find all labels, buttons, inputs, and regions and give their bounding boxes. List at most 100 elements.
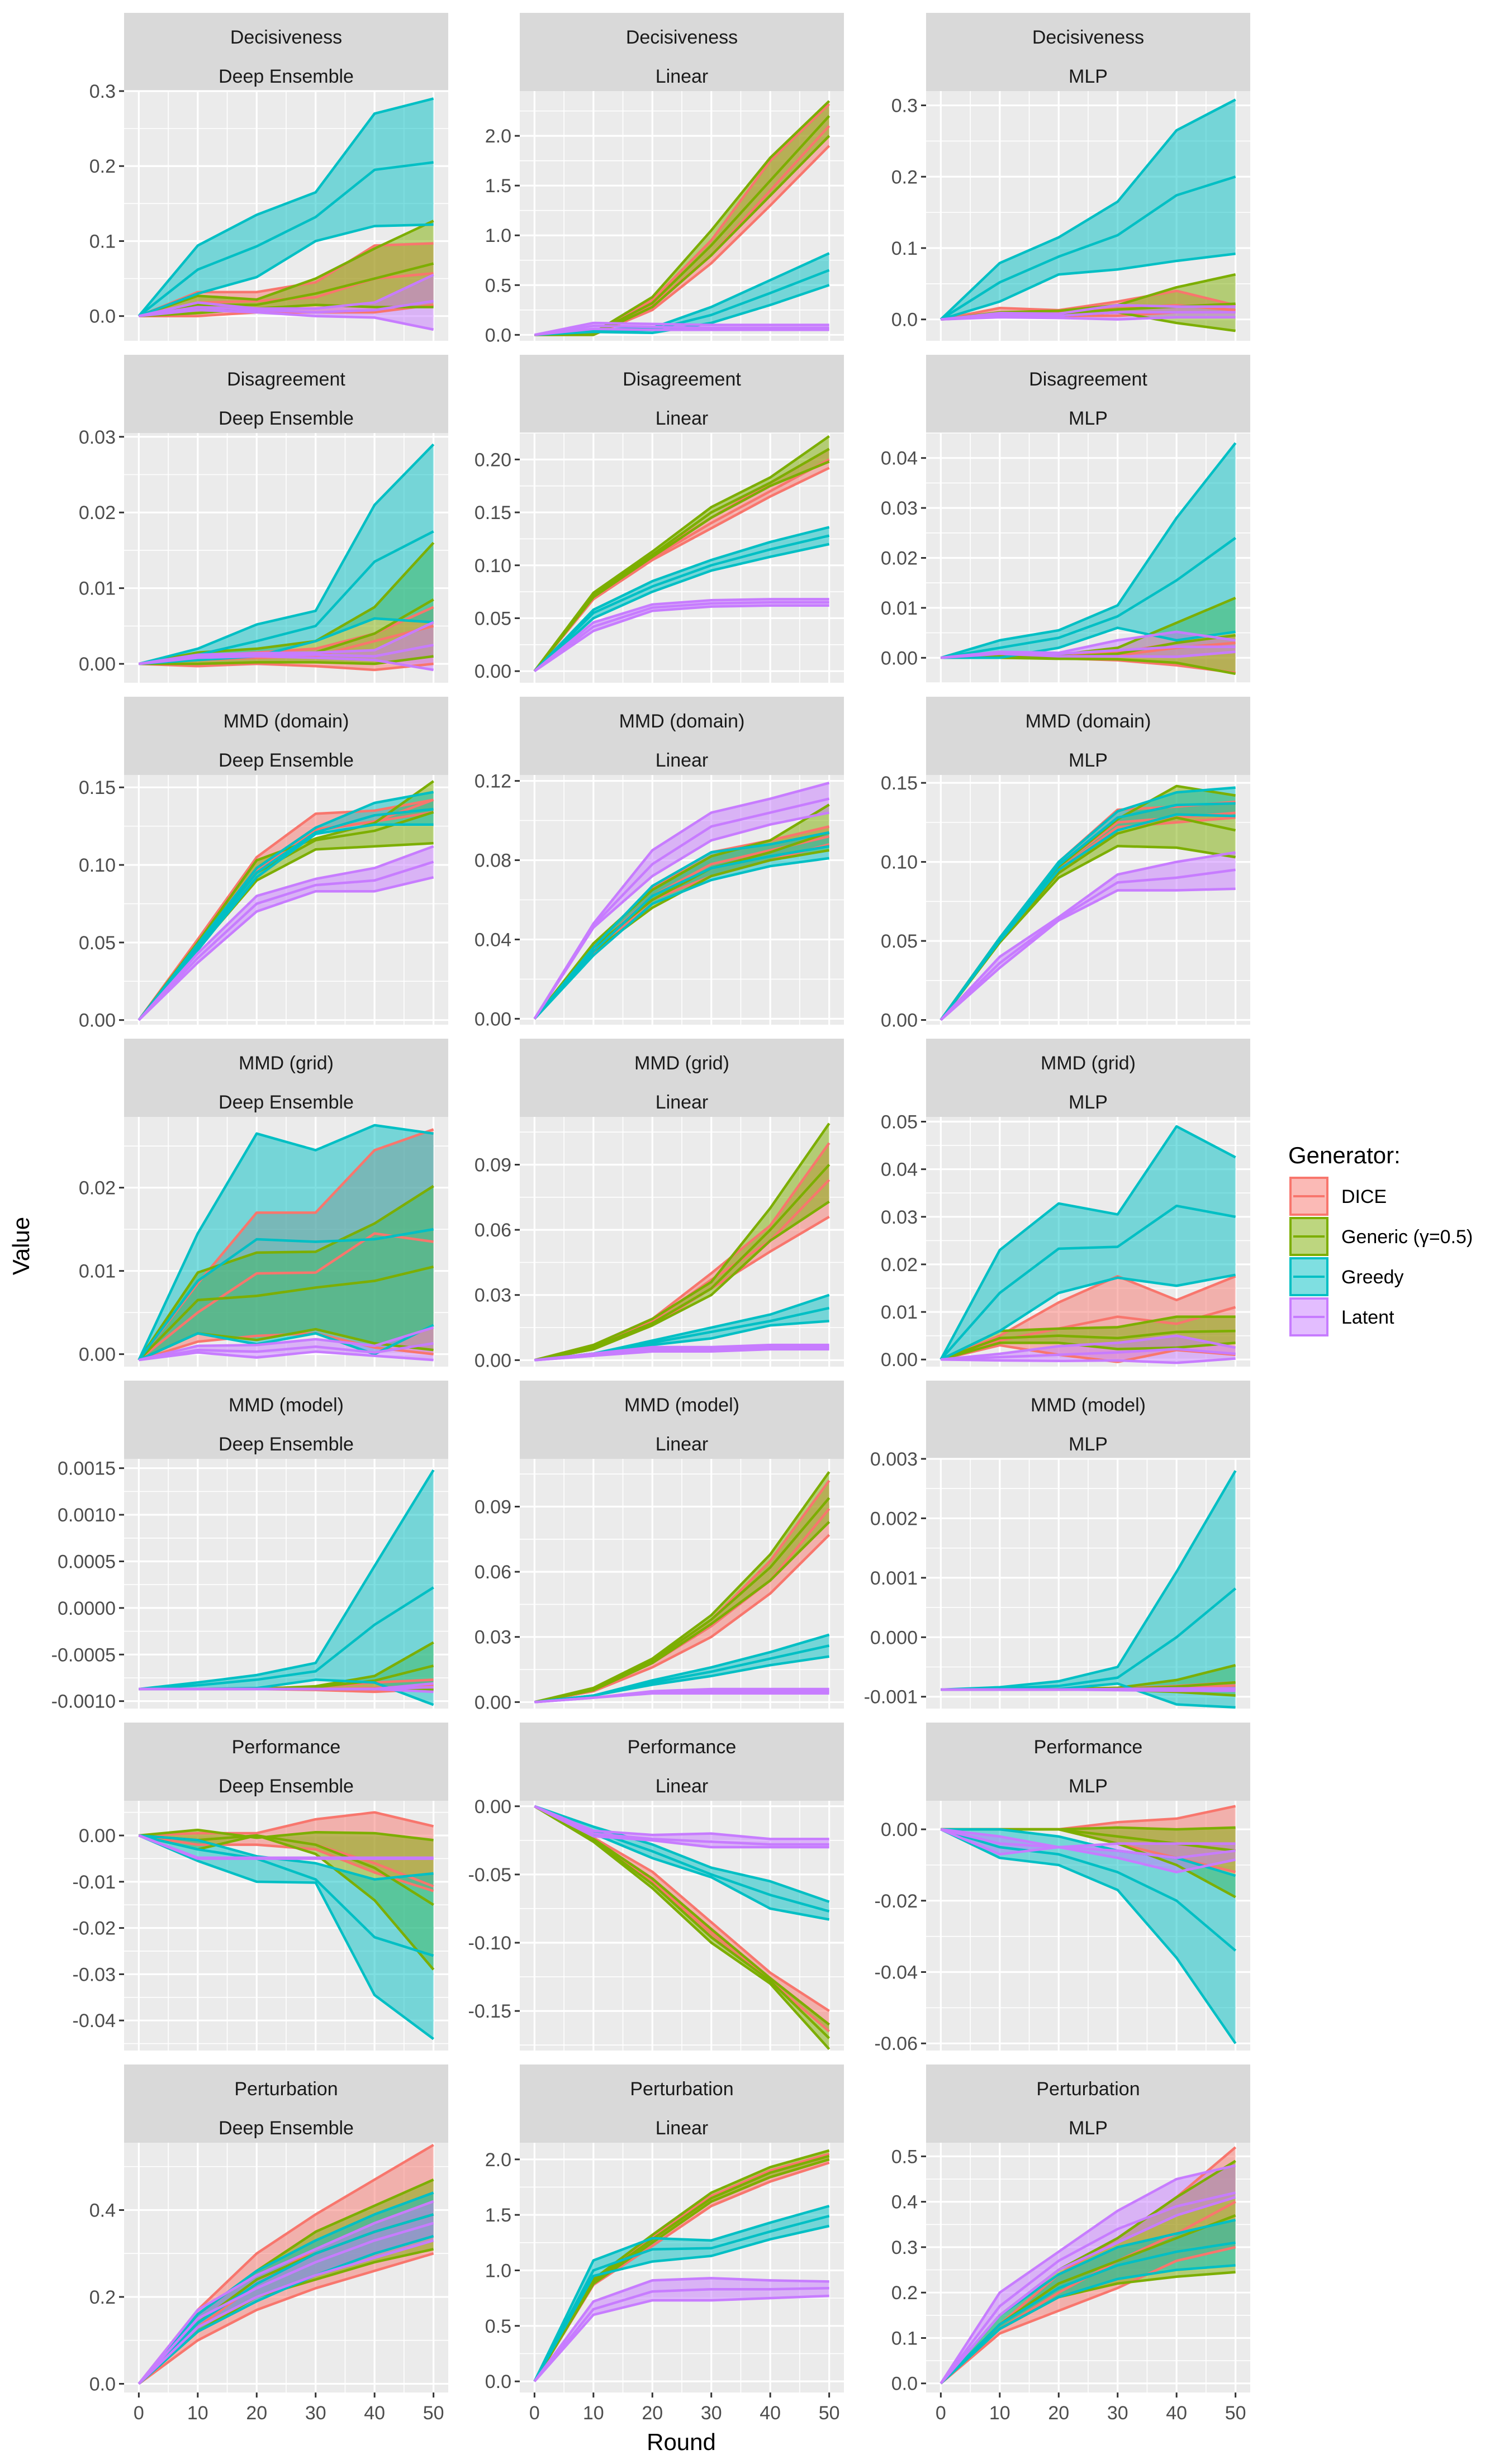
y-tick-label: 0.03 <box>474 1285 511 1306</box>
line-generic-0-5-upper <box>138 220 434 317</box>
y-tick-label: 2.0 <box>485 2149 511 2171</box>
panel-mmd-model-linear: MMD (model) Linear 0.00 0.03 0.06 0.09 <box>474 1381 844 1713</box>
y-tick-label: 0.0 <box>89 2373 116 2395</box>
y-tick-label: 0.05 <box>79 933 116 954</box>
line-greedy-mean <box>533 534 830 672</box>
strip-label-metric: Performance <box>628 1737 737 1758</box>
y-tick-label: 0.04 <box>474 929 511 950</box>
line-latent-lower <box>139 308 434 331</box>
panel-mmd-domain-deep-ensemble: MMD (domain) Deep Ensemble 0.00 0.05 0.10 0.1… <box>79 697 448 1031</box>
panel-mmd-grid-mlp: MMD (grid) MLP 0.00 0.01 0.02 0.03 0.04 0.05 <box>881 1039 1250 1371</box>
y-tick-label: -0.01 <box>73 1872 116 1893</box>
y-tick-label: 0.0010 <box>58 1505 116 1526</box>
y-tick-label: 0.06 <box>474 1220 511 1241</box>
x-tick-label: 30 <box>1107 2403 1128 2424</box>
line-greedy-mean <box>137 1228 434 1361</box>
ribbon-greedy <box>941 1829 1236 2044</box>
y-tick-label: 0.4 <box>89 2200 116 2221</box>
line-generic-0-5-mean <box>138 262 434 317</box>
line-greedy-upper <box>939 98 1236 321</box>
x-tick-label: 50 <box>819 2403 840 2424</box>
line-latent-lower <box>137 2239 434 2385</box>
ribbon-generic-0-5 <box>534 436 829 672</box>
line-latent-upper <box>138 1834 434 1859</box>
y-tick-label: 0.03 <box>881 498 918 519</box>
facet-strip <box>124 1381 448 1459</box>
line-dice-lower <box>939 2246 1236 2385</box>
y-tick-label: 0.01 <box>79 1261 116 1282</box>
x-tick-label: 50 <box>1225 2403 1246 2424</box>
y-tick-label: 0.00 <box>881 1010 918 1031</box>
line-greedy-lower <box>139 617 434 665</box>
data-marks <box>534 1471 831 1704</box>
facet-strip <box>926 697 1250 775</box>
panel-disagreement-linear: Disagreement Linear 0.00 0.05 0.10 0.15 0.20 <box>474 355 844 683</box>
line-latent-upper <box>941 630 1236 659</box>
y-tick-label: 0.00 <box>474 1009 511 1030</box>
y-tick-label: -0.0010 <box>51 1691 116 1713</box>
line-greedy-upper <box>939 1125 1236 1361</box>
line-latent-mean <box>534 1805 829 1846</box>
data-marks <box>939 2146 1237 2385</box>
line-latent-upper <box>939 851 1236 1021</box>
strip-label-model: MLP <box>1069 2118 1108 2139</box>
data-marks <box>137 2143 434 2385</box>
panel-performance-linear: Performance Linear -0.15 -0.10 -0.05 0.00 <box>468 1723 844 2051</box>
data-marks <box>534 100 831 336</box>
line-latent-mean <box>139 299 434 317</box>
line-generic-0-5-mean <box>534 1164 831 1362</box>
strip-label-metric: MMD (model) <box>624 1395 739 1416</box>
line-greedy-mean <box>939 1204 1236 1361</box>
line-dice-upper <box>940 1274 1236 1361</box>
line-greedy-lower <box>533 543 830 672</box>
strip-label-metric: MMD (domain) <box>1026 711 1151 732</box>
strip-label-model: Linear <box>656 1776 709 1797</box>
panel-decisiveness-mlp: Decisiveness MLP 0.0 0.1 0.2 0.3 <box>891 13 1250 341</box>
line-latent-upper <box>139 1682 434 1691</box>
line-greedy-mean <box>139 1586 434 1691</box>
facet-strip <box>926 2065 1250 2143</box>
ribbon-latent <box>139 622 434 670</box>
data-marks <box>533 2149 830 2382</box>
line-latent-mean <box>939 2191 1236 2385</box>
x-axis-title: Round <box>647 2429 716 2455</box>
facet-strip <box>926 13 1250 91</box>
line-generic-0-5-lower <box>534 1200 830 1362</box>
line-latent-upper <box>533 2277 829 2382</box>
y-tick-label: 0.3 <box>891 2237 918 2258</box>
facet-strip <box>520 1723 844 1801</box>
facet-strip <box>926 1723 1250 1801</box>
legend-label: DICE <box>1341 1186 1387 1207</box>
ribbon-greedy <box>139 792 434 1020</box>
ribbon-greedy <box>941 787 1236 1020</box>
y-tick-label: 0.003 <box>870 1449 918 1470</box>
line-greedy-mean <box>533 2214 830 2382</box>
panel-mmd-grid-deep-ensemble: MMD (grid) Deep Ensemble 0.00 0.01 0.02 <box>79 1039 448 1367</box>
line-latent-upper <box>534 321 829 336</box>
y-tick-label: 0.2 <box>89 2287 116 2308</box>
y-tick-label: -0.02 <box>875 1891 918 1912</box>
strip-label-metric: MMD (domain) <box>224 711 349 732</box>
y-tick-label: 0.001 <box>870 1568 918 1589</box>
data-marks <box>941 1470 1237 1709</box>
line-generic-0-5-upper <box>533 803 830 1020</box>
line-generic-0-5-upper <box>137 1185 434 1361</box>
line-greedy-upper <box>137 97 434 317</box>
line-latent-mean <box>941 1348 1236 1361</box>
y-tick-label: 0.0 <box>89 306 116 327</box>
y-tick-label: 0.0000 <box>58 1598 116 1619</box>
line-greedy-upper <box>534 1633 830 1704</box>
x-tick-label: 10 <box>989 2403 1010 2424</box>
x-tick-label: 50 <box>423 2403 444 2424</box>
ribbon-generic-0-5 <box>139 1830 434 1970</box>
line-greedy-lower <box>941 626 1236 659</box>
line-greedy-lower <box>137 823 434 1021</box>
line-dice-mean <box>137 1232 434 1361</box>
data-marks <box>533 782 830 1020</box>
ribbon-dice <box>534 1480 829 1702</box>
y-tick-label: -0.03 <box>73 1964 116 1985</box>
line-latent-upper <box>941 303 1236 321</box>
y-tick-label: 0.0015 <box>58 1458 116 1480</box>
y-tick-label: -0.05 <box>468 1864 512 1886</box>
y-tick-label: 0.0 <box>485 2371 511 2392</box>
